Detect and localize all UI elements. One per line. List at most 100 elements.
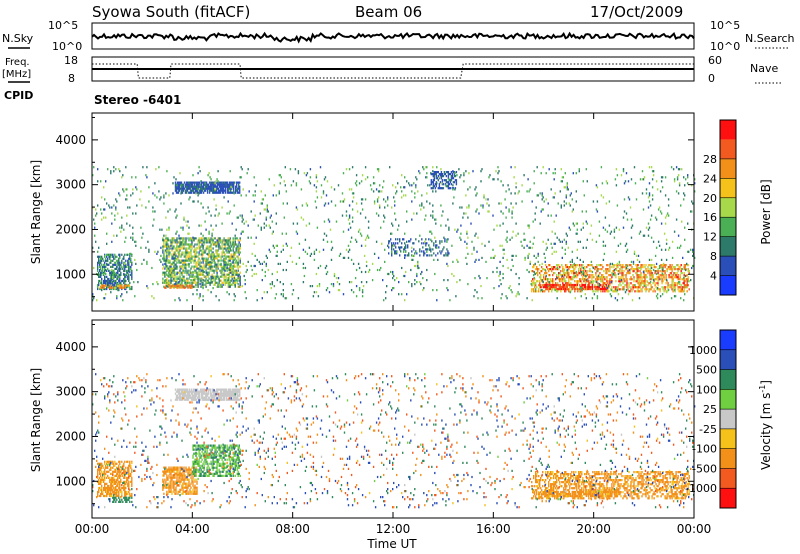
- data-cell: [184, 255, 186, 258]
- data-cell: [582, 287, 584, 291]
- data-cell: [207, 279, 209, 282]
- data-cell: [425, 238, 427, 241]
- data-cell: [501, 293, 503, 296]
- data-cell: [515, 295, 517, 298]
- data-cell: [624, 280, 626, 283]
- data-cell: [422, 246, 424, 249]
- data-cell: [533, 264, 535, 267]
- data-cell: [621, 270, 623, 273]
- data-cell: [267, 268, 269, 272]
- data-cell: [485, 260, 487, 263]
- data-cell: [624, 266, 626, 269]
- data-cell: [434, 183, 436, 186]
- data-cell: [597, 284, 599, 287]
- data-cell: [556, 266, 558, 270]
- data-cell: [661, 282, 663, 285]
- data-cell: [665, 258, 668, 261]
- data-cell: [429, 246, 431, 249]
- data-cell: [206, 185, 209, 188]
- data-cell: [379, 204, 381, 207]
- data-cell: [446, 240, 448, 243]
- data-cell: [592, 280, 594, 283]
- data-cell: [686, 274, 688, 277]
- data-cell: [229, 255, 231, 258]
- data-cell: [103, 287, 105, 291]
- data-cell: [142, 166, 144, 169]
- data-cell: [106, 275, 108, 278]
- data-cell: [111, 222, 113, 225]
- data-cell: [231, 271, 233, 274]
- data-cell: [607, 282, 609, 285]
- data-cell: [358, 289, 361, 292]
- data-cell: [223, 273, 225, 276]
- data-cell: [168, 273, 170, 276]
- data-cell: [416, 274, 418, 278]
- data-cell: [502, 212, 504, 215]
- data-cell: [140, 246, 142, 249]
- data-cell: [552, 172, 554, 175]
- data-cell: [229, 279, 231, 282]
- data-cell: [237, 285, 239, 288]
- data-cell: [318, 250, 321, 253]
- data-cell: [622, 226, 625, 229]
- data-cell: [214, 188, 216, 191]
- data-cell: [641, 282, 643, 285]
- data-cell: [104, 198, 106, 201]
- data-cell: [600, 287, 603, 291]
- data-cell: [206, 262, 208, 265]
- data-cell: [237, 247, 239, 250]
- data-cell: [411, 283, 413, 286]
- data-cell: [205, 247, 207, 250]
- data-cell: [572, 276, 574, 279]
- data-cell: [182, 277, 184, 280]
- data-cell: [579, 272, 581, 275]
- data-cell: [195, 263, 197, 266]
- data-cell: [673, 295, 676, 298]
- data-cell: [616, 290, 618, 293]
- data-cell: [502, 272, 504, 276]
- data-cell: [176, 243, 178, 246]
- data-cell: [308, 180, 311, 183]
- data-cell: [561, 240, 563, 243]
- data-cell: [614, 264, 616, 267]
- data-cell: [545, 198, 547, 201]
- data-cell: [348, 204, 351, 207]
- data-cell: [361, 295, 364, 298]
- data-cell: [163, 234, 165, 237]
- data-cell: [192, 189, 195, 192]
- data-cell: [236, 216, 238, 219]
- data-cell: [496, 266, 498, 270]
- data-cell: [212, 183, 215, 186]
- data-cell: [114, 261, 116, 264]
- data-cell: [115, 263, 117, 266]
- data-cell: [613, 266, 615, 269]
- data-cell: [179, 261, 181, 264]
- data-cell: [580, 228, 582, 231]
- data-cell: [216, 243, 218, 246]
- data-cell: [209, 263, 211, 266]
- data-cell: [361, 291, 364, 294]
- data-cell: [180, 283, 182, 286]
- data-cell: [602, 280, 604, 283]
- data-cell: [439, 173, 442, 176]
- data-cell: [197, 267, 199, 270]
- data-cell: [618, 278, 620, 281]
- data-cell: [576, 287, 578, 291]
- data-cell: [572, 266, 574, 269]
- data-cell: [206, 271, 208, 274]
- data-cell: [506, 230, 508, 233]
- data-cell: [326, 287, 329, 290]
- data-cell: [545, 276, 547, 279]
- data-cell: [201, 187, 204, 190]
- data-cell: [304, 238, 307, 241]
- data-cell: [333, 272, 336, 276]
- data-cell: [694, 182, 696, 185]
- data-cell: [173, 176, 175, 179]
- data-cell: [552, 274, 554, 277]
- data-cell: [397, 228, 399, 231]
- data-cell: [430, 214, 432, 217]
- data-cell: [510, 268, 512, 272]
- data-cell: [626, 272, 628, 275]
- data-cell: [427, 254, 429, 257]
- data-cell: [210, 257, 212, 260]
